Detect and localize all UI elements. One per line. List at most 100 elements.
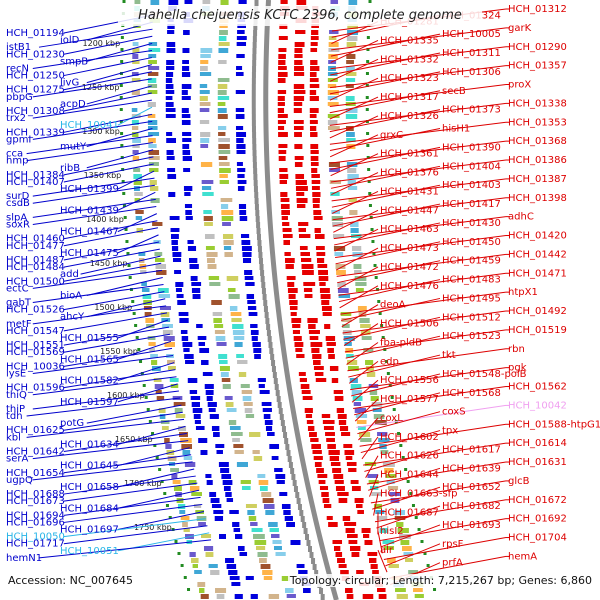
gene-label: slpA bbox=[6, 212, 27, 223]
gene-label: HCH_01625 bbox=[6, 425, 65, 436]
gene-label: serA bbox=[6, 454, 28, 465]
gene-label: HCH_01403 bbox=[442, 180, 501, 191]
right-label-lines bbox=[329, 8, 510, 586]
gene-label: HCH_01654 bbox=[6, 468, 65, 479]
gene-label: HCH_01717 bbox=[6, 539, 65, 550]
gene-label: hisH1 bbox=[442, 124, 470, 135]
gene-label: HCH_01614 bbox=[508, 438, 567, 449]
gene-label: HCH_01694 bbox=[6, 510, 65, 521]
gene-label: HCH_10042 bbox=[508, 400, 567, 411]
gene-label: HCH_01547 bbox=[6, 326, 65, 337]
gene-label: HCH_01692 bbox=[508, 514, 567, 525]
gene-label: HCH_01682 bbox=[442, 501, 501, 512]
gene-label: HCH_01460 bbox=[6, 234, 65, 245]
gene-label: ectC bbox=[6, 283, 29, 294]
gene-label: HCH_01697 bbox=[60, 525, 119, 536]
gene-label: smpB bbox=[60, 56, 88, 67]
gene-label: HCH_01562 bbox=[508, 382, 567, 393]
gene-label: HCH_01459 bbox=[442, 256, 501, 267]
gene-label: fba-pldB bbox=[380, 337, 422, 348]
gene-label: HCH_01565 bbox=[60, 354, 119, 365]
gene-label: recN bbox=[6, 63, 29, 74]
gene-label: HCH_01230 bbox=[6, 49, 65, 60]
gene-label: HCH_01477 bbox=[6, 241, 65, 252]
kbp-tick-label: 1250 kbp bbox=[82, 83, 120, 92]
gene-label: HCH_10050 bbox=[6, 532, 65, 543]
gene-label: alr bbox=[380, 545, 394, 556]
gene-label: prfA bbox=[442, 558, 463, 569]
gene-label: HCH_01384 bbox=[6, 170, 65, 181]
gene-label: HCH_01442 bbox=[508, 249, 567, 260]
gene-label: HCH_01577 bbox=[380, 394, 439, 405]
gene-label: coxS bbox=[442, 407, 466, 418]
gene-label: HCH_01495 bbox=[442, 293, 501, 304]
gene-label: cca bbox=[6, 149, 23, 160]
gene-label: HCH_01473 bbox=[380, 243, 439, 254]
gene-label: hisI2 bbox=[380, 526, 404, 537]
gene-label: coxL bbox=[380, 413, 403, 424]
kbp-tick-label: 1500 kbp bbox=[94, 303, 132, 312]
gene-label: HCH_01582 bbox=[60, 376, 119, 387]
gene-label: HCH_01596 bbox=[6, 383, 65, 394]
gene-label: hemA bbox=[508, 551, 537, 562]
gene-label: HCH_01339 bbox=[6, 127, 65, 138]
gene-label: HCH_01652 bbox=[442, 482, 501, 493]
gene-label: HCH_01417 bbox=[442, 199, 501, 210]
gene-label: secB bbox=[442, 86, 466, 97]
gene-label: thiP bbox=[6, 404, 25, 415]
gene-label: HCH_01290 bbox=[508, 42, 567, 53]
gene-label: HCH_01687 bbox=[380, 507, 439, 518]
gene-label: HCH_01484 bbox=[6, 262, 65, 273]
gene-label: HCH_01548-polB bbox=[442, 369, 527, 380]
gene-label: livG bbox=[60, 78, 79, 89]
gene-label: HCH_10005 bbox=[442, 29, 501, 40]
gene-label: HCH_01398 bbox=[508, 193, 567, 204]
gene-label: HCH_01555 bbox=[60, 333, 119, 344]
gene-label: HCH_01704 bbox=[508, 533, 567, 544]
gene-label: HCH_01693 bbox=[442, 520, 501, 531]
gene-label: HCH_01463 bbox=[380, 224, 439, 235]
gene-label: hemN1 bbox=[6, 553, 42, 564]
kbp-tick-label: 1600 kbp bbox=[107, 391, 145, 400]
genome-rings bbox=[119, 0, 437, 600]
gene-label: add bbox=[60, 269, 79, 280]
gene-label: HCH_01492 bbox=[508, 306, 567, 317]
gene-label: trx2 bbox=[6, 113, 26, 124]
gene-label: lysE bbox=[6, 368, 26, 379]
gene-label: htpX1 bbox=[508, 287, 538, 298]
gene-label: glcB bbox=[508, 476, 530, 487]
right-gene-labels: HCH_01312HCH_01324HCH_01281garKHCH_10005… bbox=[380, 4, 600, 569]
gene-label: HCH_01306 bbox=[442, 67, 501, 78]
gene-label: HCH_01644 bbox=[380, 470, 439, 481]
gene-label: HCH_01673 bbox=[6, 496, 65, 507]
gene-label: HCH_01551 bbox=[6, 340, 65, 351]
gene-label: HCH_01317 bbox=[380, 92, 439, 103]
gene-label: HCH_01390 bbox=[442, 142, 501, 153]
gene-label: deoA bbox=[380, 300, 406, 311]
gene-label: HCH_01658 bbox=[60, 482, 119, 493]
gene-label: HCH_01568 bbox=[442, 388, 501, 399]
gene-label: HCH_01476 bbox=[380, 281, 439, 292]
accession-text: Accession: NC_007645 bbox=[6, 574, 136, 587]
gene-label: HCH_01597 bbox=[60, 397, 119, 408]
gene-label: HCH_01634 bbox=[60, 439, 119, 450]
gene-label: pgk bbox=[508, 363, 527, 374]
gene-label: tpx bbox=[442, 426, 458, 437]
gene-label: surD bbox=[6, 191, 30, 202]
gene-label: HCH_01688 bbox=[6, 489, 65, 500]
kbp-tick-label: 1200 kbp bbox=[83, 39, 121, 48]
gene-label: HCH_01404 bbox=[442, 161, 501, 172]
gene-label: HCH_01399 bbox=[60, 184, 119, 195]
gene-label: HCH_01386 bbox=[508, 155, 567, 166]
gene-label: HCH_01311 bbox=[442, 48, 501, 59]
gene-label: HCH_01275 bbox=[6, 85, 65, 96]
gene-label: proX bbox=[508, 80, 531, 91]
gene-label: HCH_10041 bbox=[60, 120, 119, 131]
gene-label: adhC bbox=[508, 212, 534, 223]
gene-label: HCH_01467 bbox=[60, 227, 119, 238]
gene-label: HCH_01353 bbox=[508, 117, 567, 128]
gene-label: HCH_01387 bbox=[508, 174, 567, 185]
gene-label: HCH_01631 bbox=[508, 457, 567, 468]
